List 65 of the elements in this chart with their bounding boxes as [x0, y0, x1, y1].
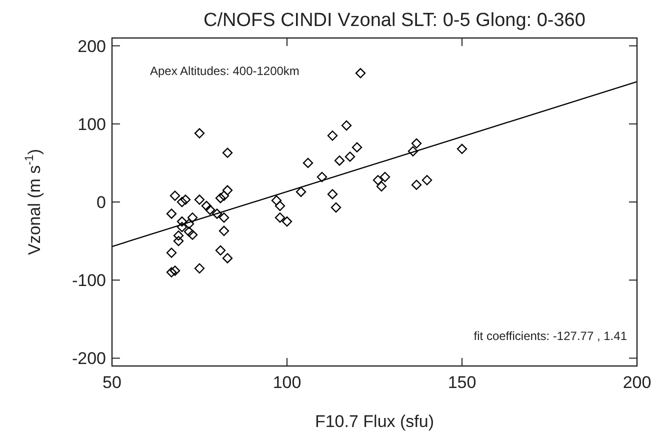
point: [222, 253, 233, 264]
point: [218, 226, 230, 236]
y-tick-label: 0: [96, 193, 106, 212]
point: [411, 180, 422, 190]
point: [173, 236, 184, 246]
point: [380, 172, 390, 182]
point: [176, 216, 188, 227]
x-tick-label: 100: [272, 373, 302, 392]
point: [166, 208, 177, 219]
point: [274, 200, 286, 212]
point: [334, 156, 345, 166]
point: [194, 194, 205, 205]
x-tick-label: 150: [448, 373, 476, 392]
point: [456, 144, 468, 154]
point: [282, 216, 292, 227]
point: [184, 226, 194, 237]
point: [187, 212, 198, 223]
point: [187, 230, 198, 240]
point: [316, 172, 328, 182]
x-tick-label: 200: [622, 373, 651, 392]
point: [166, 248, 177, 258]
point: [173, 230, 184, 241]
point: [180, 194, 191, 205]
point: [166, 267, 177, 278]
y-tick-label: -100: [72, 271, 106, 290]
annotation: Apex Altitudes: 400-1200km: [150, 64, 300, 78]
point: [176, 196, 188, 208]
point: [176, 222, 188, 232]
x-tick-label: 50: [102, 373, 122, 392]
y-tick-label: -200: [72, 349, 106, 368]
point: [271, 195, 282, 206]
point: [352, 142, 362, 152]
chart-title: C/NOFS CINDI Vzonal SLT: 0-5 Glong: 0-360: [204, 10, 586, 31]
point: [408, 146, 418, 156]
point: [170, 266, 180, 276]
point: [422, 175, 432, 186]
point: [218, 212, 230, 223]
point: [170, 190, 180, 201]
point: [376, 181, 387, 192]
point: [344, 152, 356, 162]
y-tick-label: 200: [78, 36, 106, 56]
point: [201, 200, 212, 212]
point: [215, 245, 226, 256]
point: [215, 192, 226, 204]
point: [222, 185, 233, 196]
y-tick-label: 100: [78, 114, 106, 134]
point: [372, 175, 384, 186]
x-axis-title: F10.7 Flux (sfu): [314, 412, 434, 431]
point: [302, 158, 314, 168]
point: [184, 218, 194, 229]
point: [212, 208, 222, 219]
point: [330, 202, 342, 213]
point: [411, 138, 422, 149]
point: [274, 212, 286, 223]
point: [341, 120, 352, 131]
point: [222, 148, 233, 158]
point: [327, 189, 338, 200]
point: [204, 204, 216, 215]
point: [296, 186, 306, 197]
point: [327, 130, 338, 141]
point: [194, 263, 205, 274]
point: [194, 128, 205, 138]
point: [218, 190, 230, 201]
point: [355, 68, 366, 78]
annotation: fit coefficients: -127.77 , 1.41: [474, 329, 628, 343]
